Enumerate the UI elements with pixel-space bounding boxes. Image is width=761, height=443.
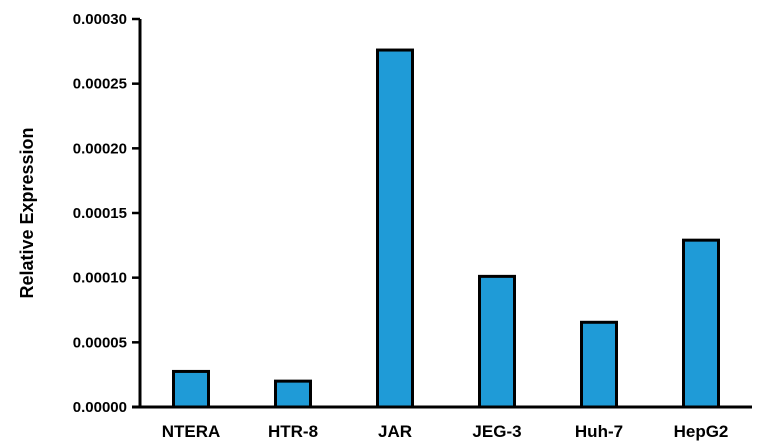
y-axis-title: Relative Expression (17, 127, 37, 298)
bar-huh-7 (580, 320, 618, 409)
bar-htr-8 (274, 379, 312, 409)
y-tick-label: 0.00020 (73, 140, 127, 157)
x-category-label: NTERA (162, 422, 221, 441)
x-category-label: HTR-8 (268, 422, 318, 441)
x-category-label: Huh-7 (575, 422, 623, 441)
bars (172, 48, 720, 409)
y-tick-label: 0.00025 (73, 76, 127, 93)
x-category-label: JEG-3 (472, 422, 521, 441)
bar-jeg-3 (478, 274, 516, 409)
x-axis-labels: NTERA HTR-8 JAR JEG-3 Huh-7 HepG2 (162, 422, 729, 441)
bar-ntera (172, 369, 210, 409)
y-tick-label: 0.00005 (73, 334, 127, 351)
y-axis-ticks: 0.00000 0.00005 0.00010 0.00015 0.00020 0.000… (73, 11, 140, 416)
y-tick-label: 0.00010 (73, 270, 127, 287)
y-tick-label: 0.00000 (73, 399, 127, 416)
bar-hepg2 (682, 238, 720, 409)
y-tick-label: 0.00030 (73, 11, 127, 28)
x-category-label: HepG2 (674, 422, 729, 441)
y-tick-label: 0.00015 (73, 205, 127, 222)
bar-jar (376, 48, 414, 409)
x-category-label: JAR (378, 422, 412, 441)
